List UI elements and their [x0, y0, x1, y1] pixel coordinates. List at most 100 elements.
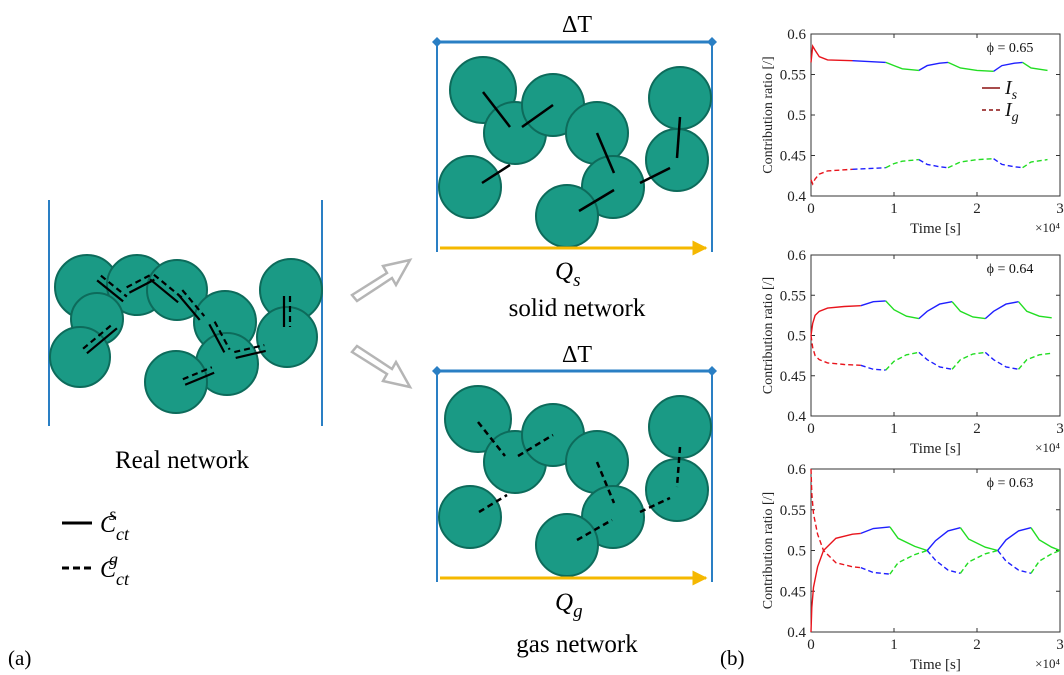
series-ig-segment: [852, 167, 886, 170]
series-is-segment: [959, 527, 998, 552]
solid-delta-t: ΔT: [562, 12, 592, 38]
solid-network: ΔT Qs solid network: [432, 12, 717, 322]
gas-contact: [595, 461, 616, 504]
contact-legend: Ccts Cctg: [62, 504, 130, 589]
gas-network-caption: gas network: [516, 631, 638, 658]
series-is-segment: [1017, 301, 1052, 319]
plot-frame: [810, 254, 1061, 417]
y-tick-label: 0.6: [787, 462, 806, 478]
series-ig-segment: [1030, 549, 1061, 574]
x-multiplier: ×10⁴: [1035, 440, 1060, 455]
legend-label: Ig: [1004, 99, 1019, 125]
x-tick-label: 3: [1056, 421, 1064, 437]
series-ig-segment: [926, 550, 961, 574]
series-is-segment: [918, 61, 949, 72]
solid-contact: [96, 279, 124, 303]
chart-1: 0.4 0.45 0.5 0.55 0.6 0 1 2 3 ϕ = 0.65 Time [s] ×10…: [761, 27, 1064, 237]
series-is-segment: [860, 300, 886, 307]
series-is-segment: [1022, 61, 1048, 72]
series-is-segment: [984, 301, 1019, 320]
series-is-segment: [810, 532, 861, 633]
y-tick-label: 0.45: [780, 584, 806, 600]
series-is-segment: [997, 527, 1032, 551]
gas-contact: [234, 344, 265, 354]
gas-delta-t: ΔT: [562, 342, 592, 368]
gas-contact: [478, 493, 508, 514]
y-tick-label: 0.4: [787, 409, 806, 425]
plot-frame: [810, 468, 1061, 633]
solid-network-caption: solid network: [509, 295, 646, 322]
series-is-segment: [860, 526, 890, 535]
y-tick-label: 0.5: [787, 329, 806, 345]
x-tick-label: 3: [1056, 201, 1064, 217]
x-tick-label: 0: [807, 637, 815, 653]
series-ig-segment: [918, 351, 953, 370]
gas-contact: [639, 496, 671, 514]
series-ig-segment: [918, 158, 949, 169]
series-ig-segment: [1017, 352, 1052, 370]
y-axis-label: Contribution ratio [/]: [761, 277, 776, 394]
legend-solid-label: Ccts: [100, 504, 130, 544]
y-tick-label: 0.6: [787, 27, 806, 43]
gas-network: ΔT Qg gas network: [432, 342, 717, 658]
series-is-segment: [810, 44, 853, 63]
series-is-segment: [926, 527, 961, 551]
phi-annotation: ϕ = 0.63: [987, 476, 1034, 491]
phi-annotation: ϕ = 0.65: [987, 41, 1034, 56]
x-axis-label: Time [s]: [910, 441, 961, 457]
particle: [49, 326, 111, 388]
x-multiplier: ×10⁴: [1035, 220, 1060, 235]
arrow-to-gas-icon: [350, 344, 413, 389]
y-tick-label: 0.6: [787, 248, 806, 264]
x-axis-label: Time [s]: [910, 221, 961, 237]
particles: [49, 254, 323, 414]
series-is-segment: [852, 60, 886, 64]
particle: [581, 155, 645, 219]
gas-contact: [182, 366, 213, 381]
solid-contact: [149, 278, 179, 304]
particle: [535, 513, 599, 577]
series-is-segment: [885, 61, 919, 72]
series-is-segment: [1030, 527, 1061, 552]
arrow-to-solid-icon: [350, 258, 413, 303]
solid-contact: [176, 293, 201, 321]
particle: [146, 259, 208, 321]
panel-label-a: (a): [8, 646, 31, 670]
panel-label-b: (b): [720, 646, 745, 670]
solid-contact: [675, 116, 682, 159]
x-tick-label: 0: [807, 201, 815, 217]
gas-contact: [576, 518, 613, 542]
x-tick-label: 1: [890, 637, 898, 653]
y-tick-label: 0.5: [787, 544, 806, 560]
phi-annotation: ϕ = 0.64: [987, 262, 1034, 277]
gas-contact: [100, 274, 128, 298]
y-axis-label: Contribution ratio [/]: [761, 56, 776, 173]
gas-contact: [517, 433, 554, 458]
series-ig-segment: [810, 468, 861, 569]
solid-contact: [128, 278, 155, 294]
particle: [535, 184, 599, 248]
particle: [256, 306, 318, 368]
y-tick-label: 0.5: [787, 108, 806, 124]
series-is-segment: [947, 61, 994, 72]
particles: [438, 385, 712, 577]
contacts: [477, 421, 682, 542]
solid-contact: [521, 103, 554, 129]
solid-contact: [639, 166, 671, 185]
x-axis-label: Time [s]: [910, 657, 961, 673]
contribution-ratio-charts: 0.4 0.45 0.5 0.55 0.6 0 1 2 3 ϕ = 0.65 Time [s] ×10…: [761, 27, 1064, 673]
series-is-segment: [889, 526, 928, 552]
series-is-segment: [885, 300, 920, 320]
split-arrows: [350, 258, 413, 389]
contacts: [82, 273, 292, 386]
solid-contact: [578, 188, 615, 213]
solid-contact: [86, 327, 118, 355]
particle: [144, 350, 208, 414]
y-tick-label: 0.45: [780, 369, 806, 385]
real-network: [48, 200, 323, 426]
gas-contact: [675, 446, 682, 488]
gas-contact: [477, 421, 506, 457]
series-ig-segment: [1022, 158, 1048, 169]
chart-3: 0.4 0.45 0.5 0.55 0.6 0 1 2 3 ϕ = 0.63 Time [s] ×10…: [761, 462, 1064, 673]
